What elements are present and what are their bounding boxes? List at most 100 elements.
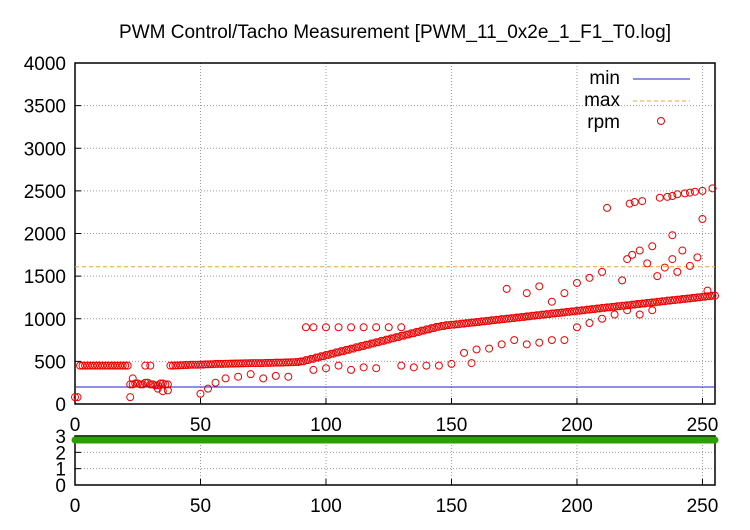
rpm-point	[460, 348, 469, 357]
rpm-point	[181, 361, 190, 370]
y-tick-label: 1500	[24, 267, 66, 288]
rpm-point	[239, 359, 248, 368]
rpm-point	[118, 361, 127, 370]
rpm-point	[321, 323, 330, 332]
rpm-point	[291, 358, 300, 367]
rpm-point	[432, 322, 441, 331]
rpm-point	[537, 310, 546, 319]
rpm-point	[685, 261, 694, 270]
rpm-point	[234, 372, 243, 381]
rpm-point	[618, 301, 627, 310]
rpm-point	[311, 353, 320, 362]
rpm-point	[168, 361, 177, 370]
x-tick-label: 100	[310, 415, 342, 436]
rpm-point	[653, 297, 662, 306]
legend-rpm-marker	[657, 117, 665, 125]
rpm-point	[648, 298, 657, 307]
rpm-point	[653, 272, 662, 281]
rpm-point	[176, 361, 185, 370]
rpm-point	[196, 389, 205, 398]
rpm-point	[447, 320, 456, 329]
rpm-point	[577, 306, 586, 315]
rpm-point	[301, 323, 310, 332]
rpm-point	[487, 316, 496, 325]
rpm-point	[146, 361, 155, 370]
rpm-point	[698, 292, 707, 301]
rpm-point	[603, 203, 612, 212]
rpm-point	[397, 331, 406, 340]
rpm-point	[199, 360, 207, 369]
rpm-point	[281, 358, 290, 367]
rpm-point	[572, 278, 581, 287]
rpm-point	[635, 246, 644, 255]
rpm-point	[547, 309, 556, 318]
rpm-point	[264, 358, 273, 367]
rpm-point	[221, 374, 230, 383]
y-tick-label: 0	[55, 476, 66, 497]
rpm-point	[397, 323, 406, 332]
rpm-point	[663, 192, 672, 201]
rpm-point	[251, 359, 260, 368]
rpm-point	[452, 320, 461, 329]
rpm-point	[111, 361, 120, 370]
main-plot: 0 50 100 150 200 2500500100015002000250030003…	[24, 54, 719, 436]
plot-frame	[74, 435, 716, 486]
rpm-point	[249, 359, 258, 368]
rpm-point	[196, 360, 205, 369]
y-tick-label: 2	[55, 443, 66, 464]
rpm-point	[259, 359, 268, 368]
rpm-point	[83, 361, 92, 370]
rpm-point	[678, 294, 687, 303]
rpm-point	[286, 358, 295, 367]
y-tick-label: 2500	[24, 182, 66, 203]
plot-frame	[74, 62, 716, 405]
rpm-point	[685, 188, 694, 197]
rpm-point	[191, 360, 200, 369]
rpm-point	[567, 307, 576, 316]
y-tick-label: 500	[34, 352, 66, 373]
rpm-point	[284, 358, 293, 367]
rpm-point	[211, 359, 220, 368]
y-tick-label: 3	[55, 427, 66, 448]
rpm-point	[241, 359, 250, 368]
rpm-point	[357, 342, 366, 351]
y-tick-label: 2000	[24, 225, 66, 246]
rpm-point	[437, 321, 446, 330]
rpm-point	[527, 311, 536, 320]
rpm-point	[412, 327, 421, 336]
rpm-point	[658, 297, 667, 306]
rpm-point	[158, 387, 167, 396]
rpm-point	[334, 323, 343, 332]
rpm-point	[143, 378, 152, 387]
rpm-point	[517, 312, 526, 321]
rpm-point	[367, 339, 376, 348]
rpm-point	[648, 306, 657, 315]
rpm-point	[547, 297, 556, 306]
rpm-point	[442, 321, 451, 330]
rpm-point	[434, 361, 443, 370]
rpm-point	[613, 302, 622, 311]
rpm-point	[359, 363, 368, 372]
rpm-point	[467, 318, 476, 327]
rpm-point	[309, 323, 318, 332]
rpm-point	[467, 359, 476, 368]
rpm-point	[668, 191, 677, 200]
rpm-point	[698, 215, 707, 224]
legend-max-label: max	[584, 90, 620, 111]
rpm-point	[708, 291, 717, 300]
rpm-point	[234, 359, 243, 368]
y-tick-label: 4000	[24, 54, 66, 75]
rpm-point	[535, 282, 544, 291]
rpm-point	[628, 250, 637, 259]
rpm-point	[387, 334, 396, 343]
rpm-point	[131, 379, 140, 388]
rpm-point	[703, 292, 712, 301]
rpm-point	[347, 323, 356, 332]
rpm-point	[562, 307, 571, 316]
rpm-point	[153, 381, 162, 390]
y-tick-label: 0	[55, 395, 66, 416]
rpm-point	[269, 358, 278, 367]
rpm-point	[497, 315, 506, 324]
rpm-point	[271, 358, 280, 367]
rpm-point	[88, 361, 97, 370]
